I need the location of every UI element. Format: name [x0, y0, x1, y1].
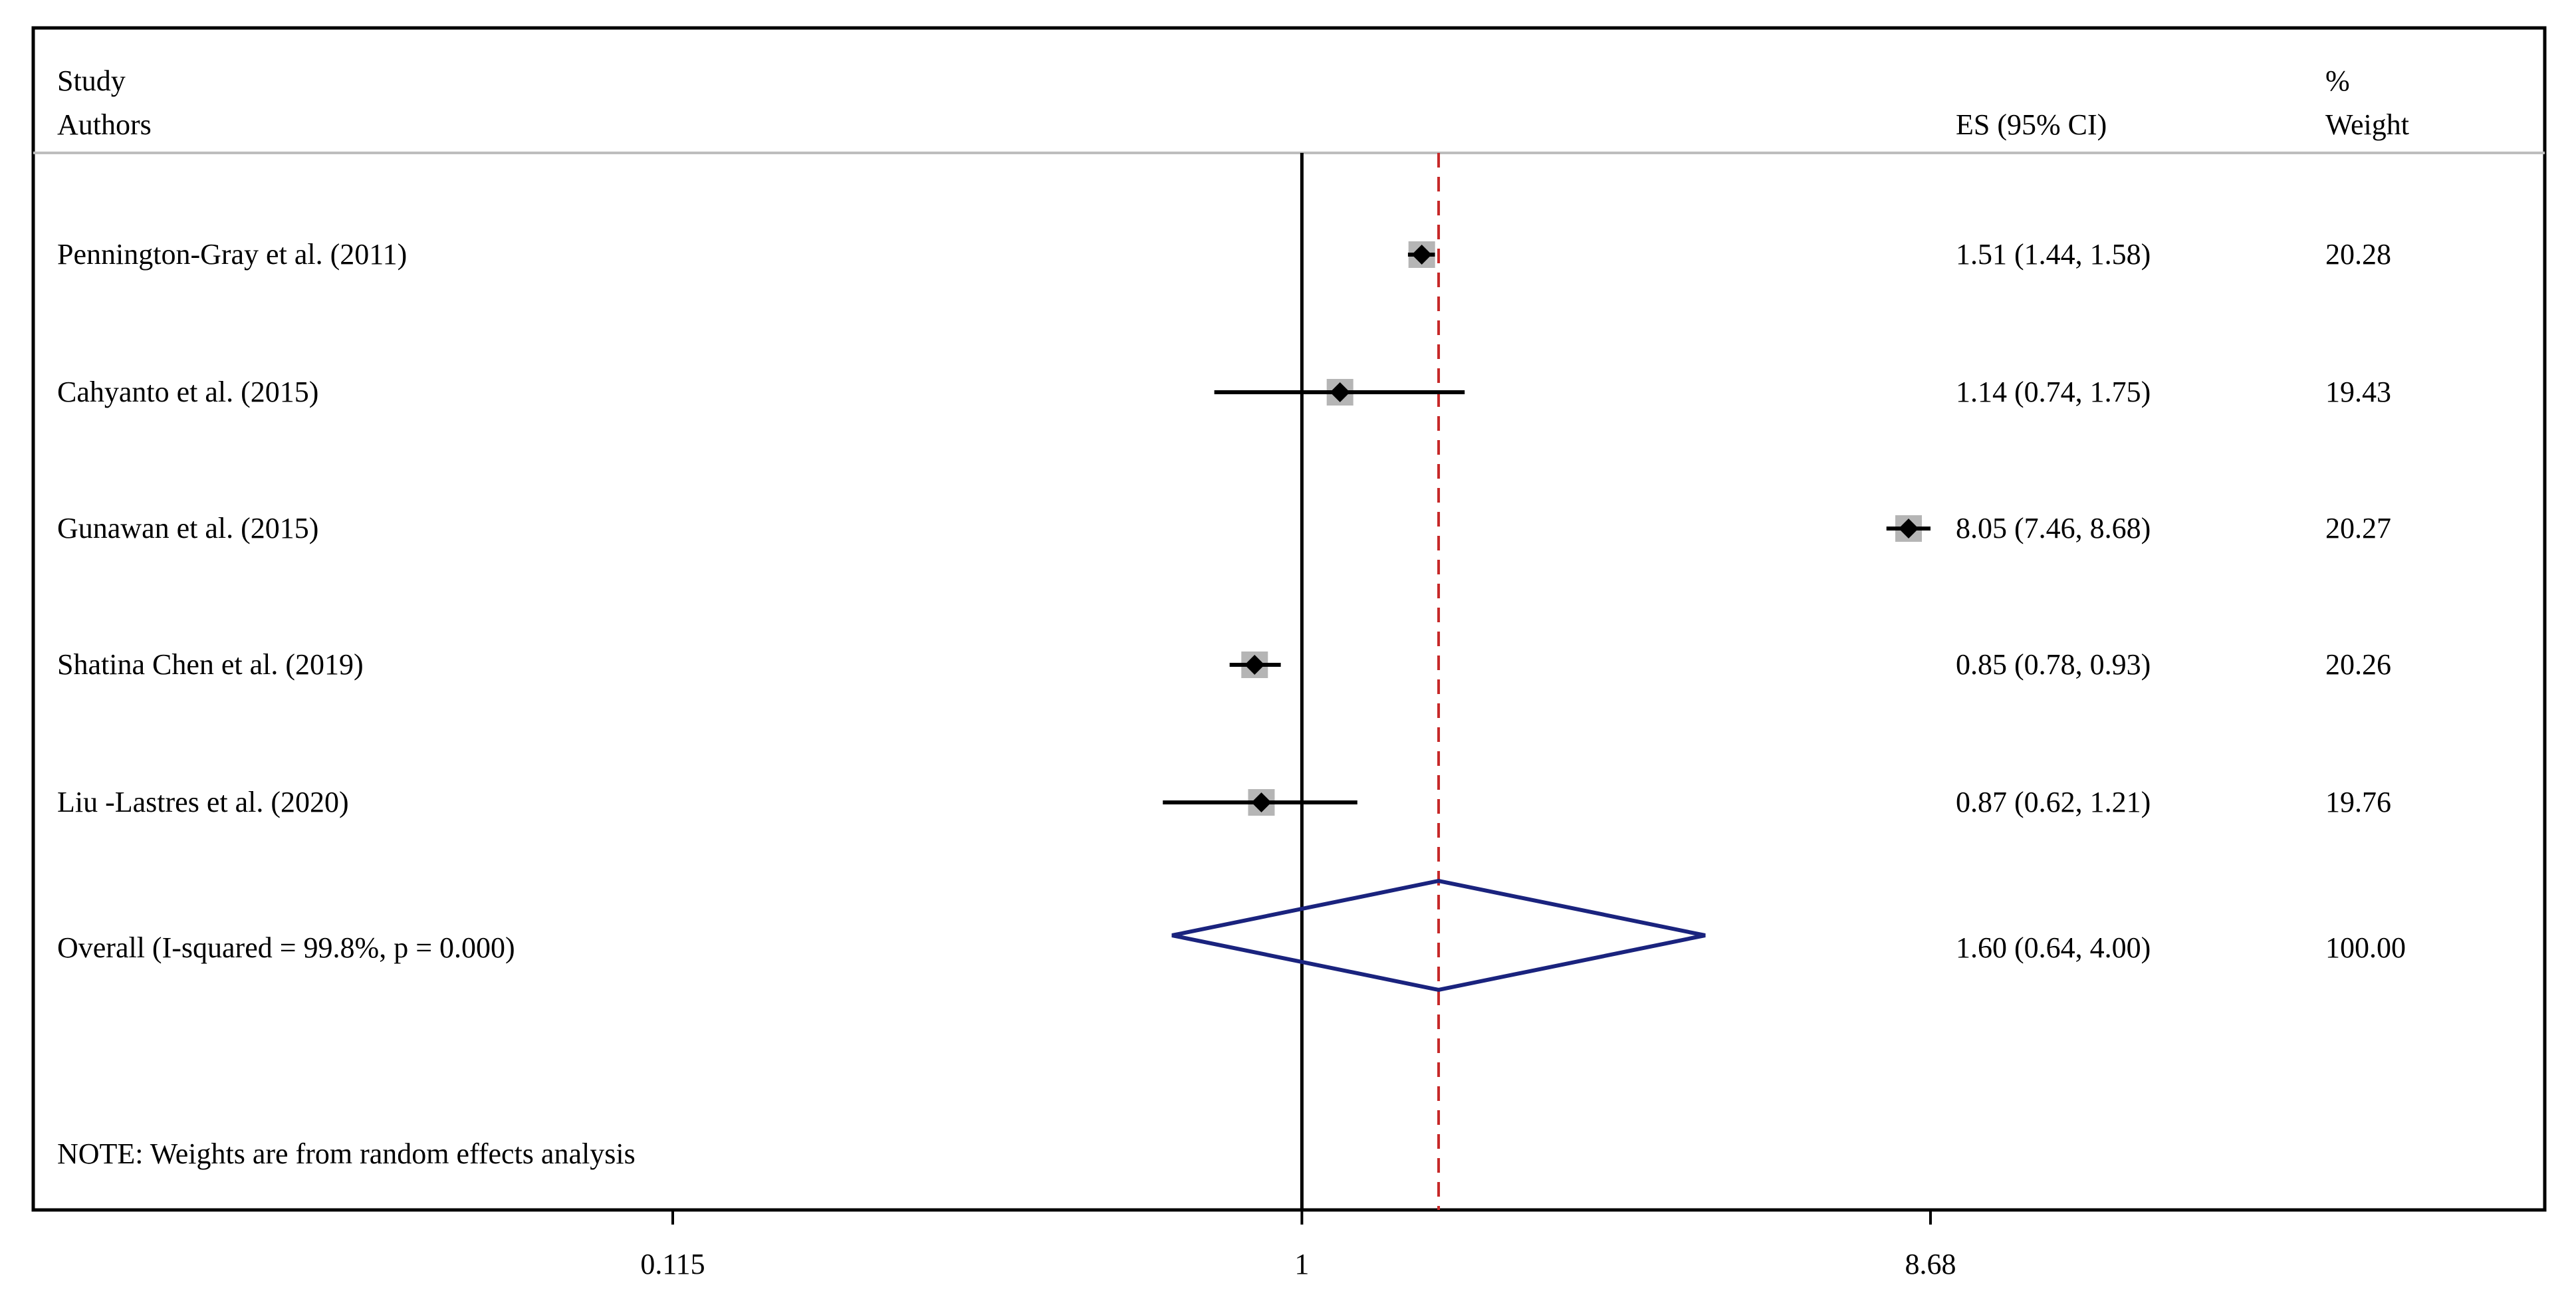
study-label: Shatina Chen et al. (2019): [57, 648, 364, 681]
overall-weight: 100.00: [2325, 931, 2406, 964]
study-weight: 19.43: [2325, 376, 2391, 408]
study-es: 1.14 (0.74, 1.75): [1956, 376, 2151, 408]
study-es: 8.05 (7.46, 8.68): [1956, 512, 2151, 544]
study-es: 1.51 (1.44, 1.58): [1956, 238, 2151, 271]
study-es: 0.85 (0.78, 0.93): [1956, 648, 2151, 681]
header-study: Study: [57, 64, 126, 97]
study-label: Liu -Lastres et al. (2020): [57, 786, 349, 818]
header-percent: %: [2325, 64, 2350, 97]
overall-es: 1.60 (0.64, 4.00): [1956, 931, 2151, 964]
overall-label: Overall (I-squared = 99.8%, p = 0.000): [57, 931, 515, 964]
header-weight: Weight: [2325, 108, 2409, 141]
plot-frame: [31, 26, 2547, 1212]
study-es: 0.87 (0.62, 1.21): [1956, 786, 2151, 818]
study-weight: 20.28: [2325, 238, 2391, 271]
x-tick-label: 8.68: [1905, 1248, 1956, 1280]
study-label: Pennington-Gray et al. (2011): [57, 238, 408, 271]
overall-diamond: [1171, 878, 1706, 993]
x-tick-label: 1: [1294, 1248, 1310, 1280]
study-weight: 20.26: [2325, 648, 2391, 681]
point-estimate: [1899, 519, 1919, 538]
point-estimate: [1244, 655, 1265, 675]
study-label: Cahyanto et al. (2015): [57, 376, 319, 408]
point-estimate: [1411, 245, 1432, 265]
study-label: Gunawan et al. (2015): [57, 512, 319, 544]
study-weight: 20.27: [2325, 512, 2391, 544]
header-authors: Authors: [57, 108, 152, 141]
point-estimate: [1330, 382, 1350, 402]
note: NOTE: Weights are from random effects an…: [57, 1137, 636, 1170]
x-tick-label: 0.115: [640, 1248, 705, 1280]
study-weight: 19.76: [2325, 786, 2391, 818]
header-es: ES (95% CI): [1956, 108, 2107, 141]
point-estimate: [1251, 792, 1272, 812]
